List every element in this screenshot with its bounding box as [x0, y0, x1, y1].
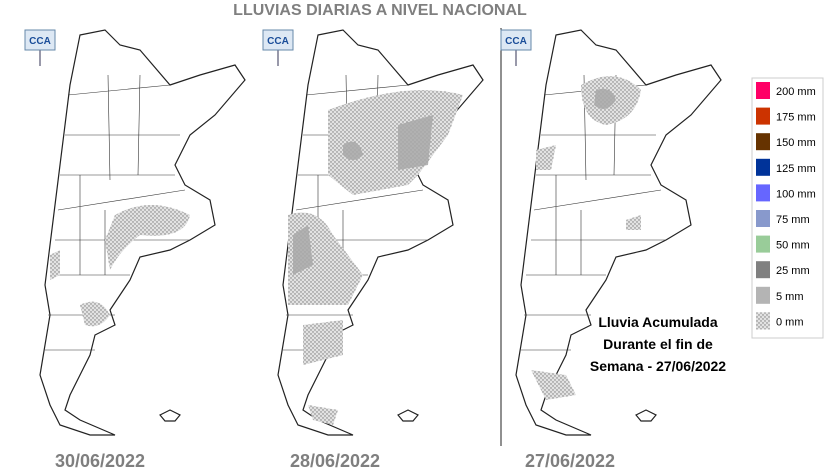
- legend-label: 175 mm: [776, 112, 816, 124]
- legend-swatch: [756, 261, 770, 279]
- logo: [500, 29, 532, 51]
- legend-swatch: [756, 107, 770, 125]
- legend-swatch: [756, 210, 770, 227]
- logo-text: CCA: [29, 36, 51, 47]
- map: [39, 14, 246, 436]
- legend-swatch: [756, 82, 770, 99]
- legend-label: 100 mm: [776, 188, 816, 200]
- annotation: Durante el fin de: [603, 336, 713, 352]
- legend-label: 0 mm: [776, 316, 804, 328]
- date: 27/06/2022: [525, 451, 615, 471]
- legend-swatch: [756, 312, 770, 330]
- annotation: Semana - 27/06/2022: [590, 358, 726, 374]
- legend-label: 200 mm: [776, 86, 816, 98]
- legend-label: 50 mm: [776, 240, 810, 252]
- legend-label: 150 mm: [776, 137, 816, 149]
- legend-label: 25 mm: [776, 265, 810, 277]
- logo: [262, 29, 294, 51]
- legend-swatch: [756, 158, 770, 176]
- legend-swatch: [756, 235, 770, 253]
- map: [277, 14, 484, 436]
- date: 28/06/2022: [290, 451, 380, 471]
- logo-text: CCA: [267, 36, 289, 47]
- legend-swatch: [756, 184, 770, 202]
- annotation: Lluvia Acumulada: [598, 314, 718, 330]
- legend-swatch: [756, 286, 770, 304]
- legend-label: 5 mm: [776, 291, 804, 303]
- legend-swatch: [756, 133, 770, 151]
- logo: [24, 29, 56, 51]
- legend-label: 125 mm: [776, 163, 816, 175]
- title: LLUVIAS DIARIAS A NIVEL NACIONAL: [233, 2, 527, 19]
- date: 30/06/2022: [55, 451, 145, 471]
- map: [515, 14, 722, 436]
- logo-text: CCA: [505, 36, 527, 47]
- legend-label: 75 mm: [776, 214, 810, 226]
